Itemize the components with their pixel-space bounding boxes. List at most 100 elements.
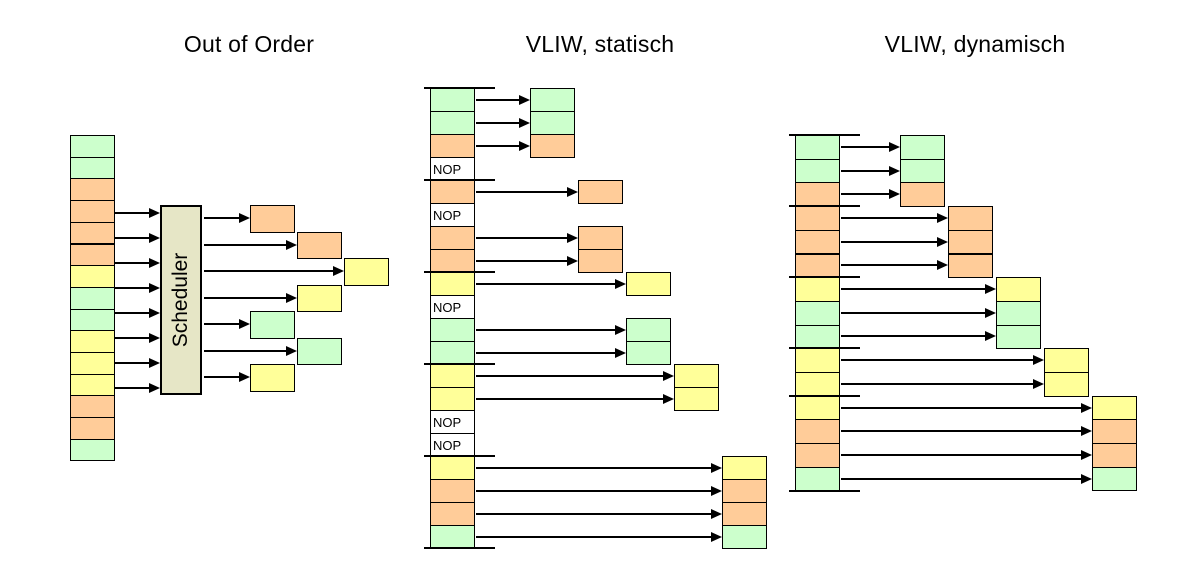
ooo-scheduler-out-arrow-head-icon — [239, 213, 250, 224]
vliw-static-issue-arrow-head-icon — [519, 94, 530, 105]
vliw-dynamic-issue-arrow-head-icon — [889, 165, 900, 176]
vliw-static-instruction-cell-orange — [430, 502, 475, 526]
ooo-issued-cell-yellow — [250, 364, 295, 392]
ooo-scheduler-in-arrow-head-icon — [149, 258, 160, 268]
ooo-scheduler-in-arrow-head-icon — [149, 358, 160, 368]
ooo-instruction-cell-yellow — [70, 373, 115, 397]
vliw-dynamic-issue-arrow-shaft — [841, 240, 940, 243]
vliw-static-issue-arrow-shaft — [476, 98, 522, 101]
vliw-dynamic-instruction-cell-yellow — [795, 348, 840, 373]
vliw-dynamic-instruction-cell-green — [795, 466, 840, 492]
vliw-static-instruction-cell-orange — [430, 226, 475, 250]
ooo-instruction-cell-yellow — [70, 330, 115, 353]
vliw-static-issued-cell-orange — [722, 479, 767, 503]
vliw-dynamic-bundle-separator — [789, 276, 860, 279]
vliw-static-bundle-separator — [424, 179, 495, 181]
vliw-dynamic-issued-cell-green — [1092, 466, 1137, 492]
vliw-dynamic-issue-arrow-shaft — [841, 382, 1036, 385]
vliw-static-instruction-cell-nop: NOP — [430, 157, 475, 181]
vliw-static-issue-arrow-shaft — [476, 489, 714, 492]
vliw-static-issue-arrow-shaft — [476, 236, 570, 239]
ooo-issued-cell-orange — [250, 205, 295, 233]
title-vliw-static: VLIW, statisch — [525, 31, 675, 57]
ooo-issued-cell-yellow — [344, 258, 389, 286]
vliw-static-instruction-cell-yellow — [430, 387, 475, 411]
vliw-dynamic-issued-cell-yellow — [1044, 372, 1089, 397]
vliw-static-issued-cell-yellow — [674, 387, 719, 411]
vliw-static-issued-cell-orange — [578, 180, 623, 204]
vliw-dynamic-instruction-cell-yellow — [795, 277, 840, 302]
vliw-static-issued-cell-yellow — [722, 456, 767, 480]
vliw-dynamic-issue-arrow-head-icon — [889, 141, 900, 152]
vliw-static-instruction-cell-green — [430, 111, 475, 135]
ooo-scheduler-out-arrow-head-icon — [286, 345, 297, 356]
ooo-scheduler-in-arrow-shaft — [115, 362, 152, 364]
vliw-static-issue-arrow-head-icon — [567, 186, 578, 197]
vliw-dynamic-issue-arrow-shaft — [841, 453, 1084, 456]
ooo-scheduler-in-arrow-head-icon — [149, 283, 160, 293]
vliw-dynamic-issue-arrow-shaft — [841, 311, 988, 314]
vliw-dynamic-issued-cell-yellow — [996, 277, 1041, 302]
ooo-instruction-cell-green — [70, 286, 115, 310]
vliw-dynamic-issue-arrow-head-icon — [1081, 402, 1092, 413]
vliw-static-bundle-separator — [424, 455, 495, 457]
vliw-static-issue-arrow-head-icon — [519, 117, 530, 128]
vliw-static-issued-cell-orange — [722, 502, 767, 526]
vliw-dynamic-issued-cell-yellow — [1092, 395, 1137, 421]
vliw-static-instruction-cell-orange — [430, 134, 475, 158]
vliw-dynamic-issue-arrow-head-icon — [1033, 378, 1044, 389]
vliw-static-bundle-separator — [424, 87, 495, 89]
ooo-scheduler-in-arrow-shaft — [115, 262, 152, 264]
ooo-issued-cell-green — [250, 311, 295, 339]
vliw-static-instruction-cell-orange — [430, 249, 475, 273]
vliw-static-instruction-cell-green — [430, 318, 475, 342]
vliw-dynamic-issued-cell-green — [996, 324, 1041, 350]
ooo-instruction-cell-green — [70, 156, 115, 180]
ooo-instruction-cell-orange — [70, 178, 115, 202]
vliw-dynamic-issue-arrow-shaft — [841, 145, 892, 148]
vliw-dynamic-issue-arrow-shaft — [841, 430, 1084, 433]
vliw-static-issue-arrow-head-icon — [615, 347, 626, 358]
vliw-static-issue-arrow-head-icon — [663, 370, 674, 381]
vliw-dynamic-instruction-cell-green — [795, 158, 840, 184]
vliw-static-issue-arrow-head-icon — [663, 393, 674, 404]
vliw-static-issue-arrow-shaft — [476, 144, 522, 147]
vliw-static-instruction-cell-green — [430, 341, 475, 365]
ooo-issued-cell-green — [297, 337, 342, 365]
vliw-static-instruction-cell-green — [430, 88, 475, 112]
ooo-scheduler-out-arrow-shaft — [204, 323, 242, 326]
vliw-static-issue-arrow-head-icon — [711, 485, 722, 496]
vliw-static-issue-arrow-shaft — [476, 121, 522, 124]
vliw-dynamic-issued-cell-orange — [948, 253, 993, 279]
vliw-static-instruction-cell-orange — [430, 180, 475, 204]
vliw-dynamic-issued-cell-yellow — [1044, 348, 1089, 373]
vliw-dynamic-issue-arrow-head-icon — [1081, 449, 1092, 460]
ooo-scheduler-out-arrow-head-icon — [286, 239, 297, 250]
ooo-scheduler-out-arrow-shaft — [204, 376, 242, 379]
vliw-static-issued-cell-green — [722, 525, 767, 549]
ooo-instruction-cell-orange — [70, 395, 115, 419]
vliw-dynamic-issue-arrow-head-icon — [937, 260, 948, 271]
vliw-static-issued-cell-orange — [578, 249, 623, 273]
ooo-issued-cell-orange — [297, 231, 342, 259]
ooo-instruction-cell-green — [70, 308, 115, 332]
vliw-static-issue-arrow-head-icon — [711, 531, 722, 542]
vliw-static-instruction-cell-yellow — [430, 364, 475, 388]
vliw-dynamic-issue-arrow-shaft — [841, 193, 892, 196]
vliw-static-instruction-cell-nop: NOP — [430, 203, 475, 227]
vliw-dynamic-bundle-separator — [789, 205, 860, 208]
scheduler-label: Scheduler — [169, 252, 192, 348]
ooo-scheduler-out-arrow-shaft — [204, 349, 289, 352]
vliw-dynamic-issued-cell-orange — [1092, 443, 1137, 468]
ooo-scheduler-out-arrow-shaft — [204, 270, 336, 273]
vliw-dynamic-bundle-separator — [789, 489, 860, 492]
ooo-scheduler-out-arrow-head-icon — [286, 292, 297, 303]
vliw-static-instruction-cell-nop: NOP — [430, 410, 475, 434]
ooo-scheduler-out-arrow-head-icon — [333, 266, 344, 277]
vliw-static-issue-arrow-shaft — [476, 374, 666, 377]
vliw-static-issued-cell-green — [530, 88, 575, 112]
vliw-static-instruction-cell-nop: NOP — [430, 295, 475, 319]
ooo-scheduler-in-arrow-shaft — [115, 212, 152, 214]
vliw-dynamic-issue-arrow-shaft — [841, 264, 940, 267]
vliw-static-issued-cell-orange — [578, 226, 623, 250]
